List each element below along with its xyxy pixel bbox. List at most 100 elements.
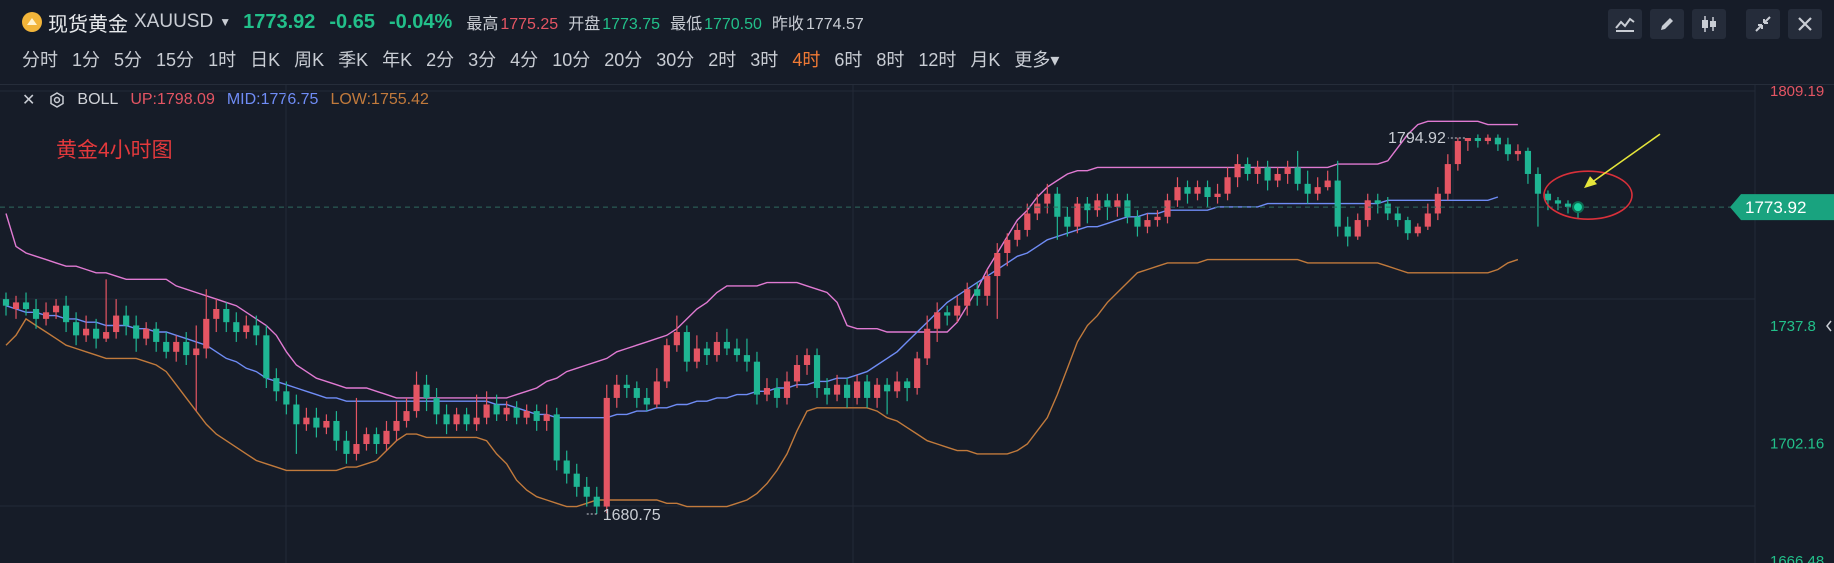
candle — [253, 315, 260, 346]
period-tab-18[interactable]: 6时 — [834, 50, 863, 70]
header: 现货黄金 XAUUSD ▼ 1773.92 -0.65 -0.04% 最高 177… — [0, 0, 1834, 70]
gold-coin-icon — [22, 12, 42, 32]
period-tab-14[interactable]: 30分 — [656, 50, 695, 70]
candle-body — [1414, 226, 1421, 234]
candle-body — [203, 318, 210, 349]
candle — [423, 374, 430, 412]
candle-body — [293, 404, 300, 425]
symbol-name[interactable]: 现货黄金 — [48, 13, 128, 36]
period-tab-5[interactable]: 日K — [250, 50, 281, 70]
stat-label: 最低 — [670, 16, 703, 33]
candle-body — [1434, 193, 1441, 214]
indicator-button[interactable] — [1608, 9, 1642, 39]
candle — [713, 332, 720, 362]
pencil-icon — [1661, 18, 1673, 30]
period-tab-0[interactable]: 分时 — [22, 50, 58, 70]
candle — [563, 450, 570, 484]
candle-body — [243, 325, 250, 333]
candle-body — [763, 388, 771, 395]
candle — [243, 315, 250, 339]
period-tab-2[interactable]: 5分 — [114, 50, 143, 70]
candle — [884, 378, 891, 415]
candle — [874, 378, 881, 408]
price-change-percent: -0.04% — [388, 10, 453, 33]
chevron-down-icon[interactable]: ▼ — [219, 15, 232, 29]
candle — [1164, 193, 1171, 224]
candle-body — [994, 253, 1001, 277]
candle — [1014, 223, 1021, 247]
candle-body — [133, 325, 140, 339]
candle-body — [453, 414, 460, 425]
candle — [1054, 187, 1061, 240]
period-tab-8[interactable]: 年K — [382, 50, 413, 70]
period-tab-7[interactable]: 季K — [338, 50, 369, 70]
period-tab-13[interactable]: 20分 — [604, 50, 643, 70]
candle-body — [233, 322, 240, 333]
period-tab-1[interactable]: 1分 — [72, 50, 101, 70]
draw-button[interactable] — [1650, 9, 1684, 39]
candle — [233, 312, 240, 342]
candle-body — [773, 388, 781, 398]
period-tab-16[interactable]: 3时 — [750, 50, 779, 70]
divider — [0, 84, 1834, 85]
candle — [743, 338, 751, 372]
candle — [1144, 213, 1151, 234]
chart-type-button[interactable] — [1692, 9, 1726, 39]
period-tab-15[interactable]: 2时 — [708, 50, 737, 70]
boll-up-value: UP:1798.09 — [130, 91, 215, 108]
period-tab-11[interactable]: 4分 — [510, 50, 539, 70]
period-tab-21[interactable]: 月K — [970, 50, 1001, 70]
boll-low-value: LOW:1755.42 — [330, 91, 429, 108]
candle — [113, 299, 120, 339]
close-icon — [1798, 17, 1812, 31]
candle-body — [924, 328, 931, 359]
period-tab-20[interactable]: 12时 — [918, 50, 957, 70]
period-tab-9[interactable]: 2分 — [426, 50, 455, 70]
candle-body — [1564, 203, 1572, 207]
candle-body — [1024, 213, 1031, 230]
minimize-button[interactable] — [1746, 9, 1780, 39]
period-tab-10[interactable]: 3分 — [468, 50, 497, 70]
candle — [593, 486, 600, 515]
candle-body — [1144, 220, 1151, 227]
stat-label: 最高 — [466, 16, 499, 33]
candle-body — [593, 496, 600, 507]
candle — [663, 338, 670, 389]
candle — [333, 411, 340, 451]
period-tab-3[interactable]: 15分 — [156, 50, 195, 70]
candle-body — [1424, 213, 1431, 227]
period-tab-6[interactable]: 周K — [294, 50, 325, 70]
candle-body — [493, 404, 500, 415]
chart-toolbar — [1600, 9, 1726, 39]
close-button[interactable] — [1788, 9, 1822, 39]
period-tab-19[interactable]: 8时 — [876, 50, 905, 70]
symbol-code[interactable]: XAUUSD — [134, 11, 214, 32]
candle-body — [703, 348, 710, 356]
chart-line-icon — [1615, 17, 1635, 32]
candle — [673, 315, 680, 352]
candle — [383, 420, 390, 451]
candle-body — [383, 430, 390, 445]
candle-body — [52, 305, 60, 313]
candle — [1364, 193, 1371, 227]
candle-body — [1384, 203, 1391, 214]
candle — [583, 476, 590, 507]
candle-body — [1104, 200, 1111, 207]
candle — [803, 348, 811, 375]
remove-indicator-icon[interactable]: ✕ — [22, 92, 36, 109]
y-tick-label: 1737.8 — [1770, 318, 1816, 335]
candle — [463, 407, 470, 431]
period-tab-17[interactable]: 4时 — [792, 50, 821, 70]
period-tab-12[interactable]: 10分 — [552, 50, 591, 70]
candle-body — [83, 328, 90, 336]
period-tab-22[interactable]: 更多▾ — [1014, 50, 1060, 70]
annotation-arrow-head — [1584, 176, 1597, 189]
candle-body — [1344, 226, 1351, 237]
candle-body — [473, 417, 480, 425]
candle — [1154, 210, 1161, 227]
candle-body — [864, 381, 871, 398]
period-tab-4[interactable]: 1时 — [208, 50, 237, 70]
settings-icon[interactable] — [49, 92, 65, 108]
candle — [1534, 167, 1542, 227]
price-chart[interactable]: 1809.19 1737.8 1702.16 1666.48 1794.92 1680.7… — [0, 85, 1834, 563]
